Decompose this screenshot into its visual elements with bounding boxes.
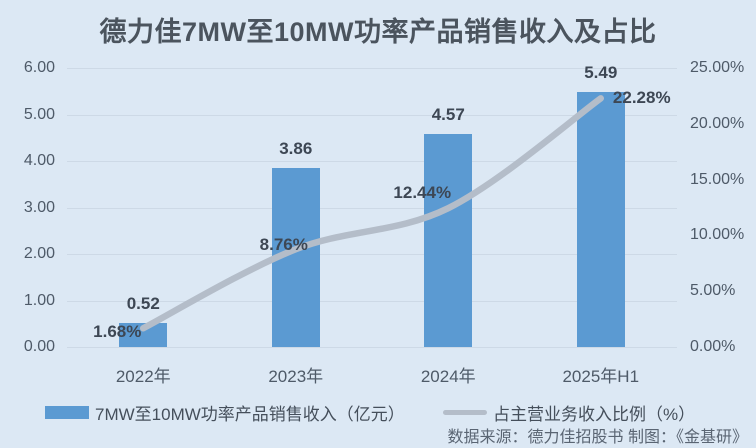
line-value-label-2023: 8.76% xyxy=(259,235,308,255)
x-axis-label-2022: 2022年 xyxy=(115,367,171,386)
gridline xyxy=(67,68,677,69)
bar-value-label-2023: 3.86 xyxy=(279,138,313,158)
legend-label-ratio: 占主营业务收入比例（%） xyxy=(493,405,696,424)
y-axis-tick-right: 25.00% xyxy=(690,59,745,76)
x-axis-label-2025h1: 2025年H1 xyxy=(562,367,640,386)
x-axis-label-2023: 2023年 xyxy=(268,367,324,386)
legend-item-ratio: 占主营业务收入比例（%） xyxy=(443,400,695,425)
revenue-bar-2025h1 xyxy=(576,91,625,347)
y-axis-tick-left: 5.00 xyxy=(23,105,55,123)
y-axis-tick-right: 20.00% xyxy=(690,114,745,132)
revenue-bar-2023 xyxy=(271,167,320,347)
y-axis-tick-right: 5.00% xyxy=(690,282,736,300)
bar-series-swatch-icon xyxy=(45,406,89,419)
x-axis-label-2024: 2024年 xyxy=(420,367,476,386)
legend-item-revenue: 7MW至10MW功率产品销售收入（亿元） xyxy=(45,400,405,425)
bar-value-label-2024: 4.57 xyxy=(431,105,465,125)
y-axis-tick-right: 15.00% xyxy=(690,170,745,188)
source-note: 数据来源：德力佳招股书 制图：《金基研》 xyxy=(447,429,748,446)
ratio-line-path xyxy=(140,95,604,332)
chart-title: 德力佳7MW至10MW功率产品销售收入及占比 xyxy=(99,17,657,47)
y-axis-tick-right: 0.00% xyxy=(690,338,736,355)
gridline xyxy=(67,347,677,348)
y-axis-tick-left: 1.00 xyxy=(23,291,55,309)
legend-label-revenue: 7MW至10MW功率产品销售收入（亿元） xyxy=(95,405,405,424)
line-value-label-2024: 12.44% xyxy=(393,183,452,203)
y-axis-tick-left: 3.00 xyxy=(23,198,55,216)
y-axis-tick-right: 10.00% xyxy=(690,226,745,244)
y-axis-tick-left: 4.00 xyxy=(23,152,55,169)
revenue-bar-2024 xyxy=(424,134,473,347)
line-value-label-2022: 1.68% xyxy=(93,322,142,342)
bar-value-label-2022: 0.52 xyxy=(126,293,160,313)
y-axis-tick-left: 6.00 xyxy=(23,59,55,76)
bar-value-label-2025h1: 5.49 xyxy=(584,62,618,82)
y-axis-tick-left: 2.00 xyxy=(23,245,55,262)
line-value-label-2025h1: 22.28% xyxy=(612,88,671,108)
line-series-swatch-icon xyxy=(443,410,487,415)
y-axis-tick-left: 0.00 xyxy=(23,338,55,355)
